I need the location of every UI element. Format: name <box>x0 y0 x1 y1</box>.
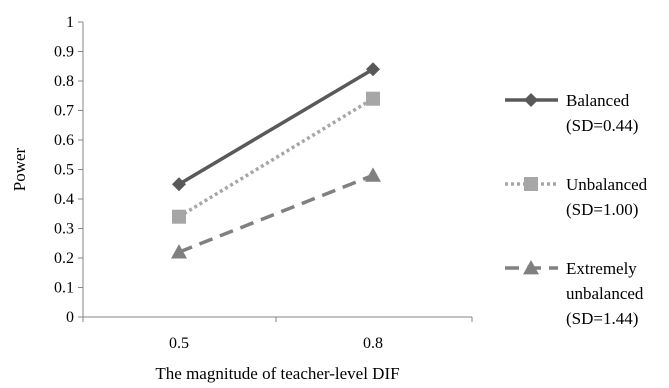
legend-label: Unbalanced <box>566 175 648 194</box>
legend-label: unbalanced <box>566 284 644 303</box>
y-tick-label: 0 <box>66 309 74 326</box>
legend-label: (SD=1.44) <box>566 309 638 328</box>
series-line-0 <box>178 67 374 186</box>
data-point-1 <box>366 91 380 106</box>
legend-label: Extremely <box>566 259 637 278</box>
legend-marker-2 <box>523 260 539 275</box>
y-tick-label: 0.1 <box>54 280 74 297</box>
y-tick-label: 0.4 <box>54 191 74 208</box>
legend-marker-0 <box>524 93 538 107</box>
legend-label: Balanced <box>566 91 630 110</box>
data-point-1 <box>172 209 186 224</box>
y-tick-label: 0.2 <box>54 250 74 267</box>
y-tick-label: 0.7 <box>54 103 74 120</box>
y-tick-label: 0.6 <box>54 132 74 149</box>
y-tick-label: 0.5 <box>54 162 74 179</box>
series-line-2 <box>178 173 374 254</box>
x-axis-title: The magnitude of teacher-level DIF <box>155 364 399 383</box>
data-point-0 <box>172 177 186 192</box>
legend-label: (SD=1.00) <box>566 200 638 219</box>
y-axis-title: Power <box>10 147 29 191</box>
legend-label: (SD=0.44) <box>566 116 638 135</box>
y-tick-label: 0.3 <box>54 221 74 238</box>
series-line-1 <box>178 97 374 219</box>
y-tick-label: 0.9 <box>54 44 74 61</box>
data-point-0 <box>366 62 380 77</box>
legend-marker-1 <box>524 177 538 191</box>
y-tick-label: 0.8 <box>54 73 74 90</box>
x-tick-label: 0.5 <box>169 335 189 352</box>
data-point-2 <box>365 167 381 182</box>
x-tick-label: 0.8 <box>363 335 383 352</box>
y-tick-label: 1 <box>66 14 74 31</box>
data-point-2 <box>171 244 187 259</box>
